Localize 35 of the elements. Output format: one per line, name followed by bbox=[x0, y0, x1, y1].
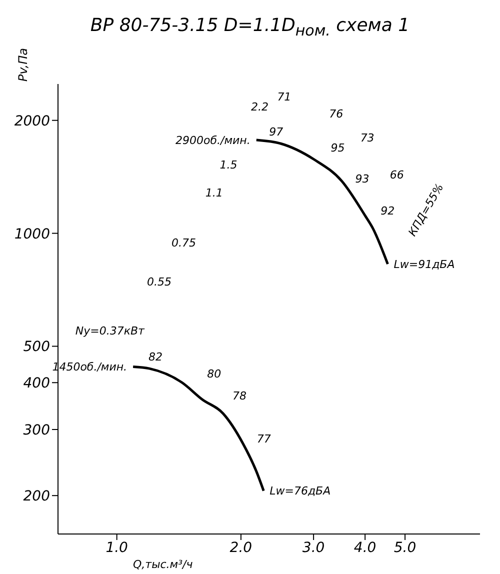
annotation: 71 bbox=[277, 90, 292, 104]
annotation: 1.5 bbox=[220, 158, 238, 172]
annotation: 73 bbox=[360, 132, 374, 145]
annotation: 66 bbox=[390, 168, 404, 182]
annotation: 95 bbox=[330, 141, 345, 154]
annotation: 1.1 bbox=[205, 186, 223, 200]
y-tick-label: 1000 bbox=[14, 226, 50, 242]
x-tick-label: 5.0 bbox=[394, 540, 416, 556]
annotation: 2.2 bbox=[250, 100, 268, 114]
annotation: 82 bbox=[148, 350, 162, 364]
annotation: 92 bbox=[380, 204, 395, 218]
annotation: 0.55 bbox=[147, 276, 172, 289]
x-tick-label: 2.0 bbox=[230, 540, 252, 556]
x-tick-label: 1.0 bbox=[106, 540, 128, 556]
y-tick-label: 300 bbox=[23, 422, 50, 438]
y-tick-label: 2000 bbox=[14, 113, 50, 130]
annotation: 78 bbox=[232, 390, 246, 403]
x-tick-label: 4.0 bbox=[354, 540, 376, 556]
annotation: 0.75 bbox=[172, 236, 196, 250]
y-tick-label: 200 bbox=[23, 488, 50, 505]
annotation: Lw=91дБА bbox=[394, 258, 455, 271]
y-tick-label: 400 bbox=[23, 376, 50, 392]
annotation: 80 bbox=[207, 368, 222, 381]
annotation: Ny=0.37кВт bbox=[75, 324, 144, 338]
y-axis-title: Pv,Па bbox=[16, 48, 30, 82]
x-axis-title: Q,тыс.м³/ч bbox=[133, 558, 193, 571]
annotation: 2900об./мин. bbox=[176, 134, 250, 147]
annotation: 97 bbox=[269, 126, 284, 139]
annotation: 93 bbox=[355, 172, 370, 186]
x-tick-label: 3.0 bbox=[302, 540, 325, 556]
chart-title: ВР 80-75-3.15 D=1.1D$_{ном.}$ схема 1 bbox=[89, 14, 411, 42]
annotation: 76 bbox=[329, 107, 344, 120]
annotation: 77 bbox=[256, 432, 271, 446]
y-tick-label: 500 bbox=[23, 339, 50, 356]
annotation: Lw=76дБА bbox=[270, 484, 331, 498]
